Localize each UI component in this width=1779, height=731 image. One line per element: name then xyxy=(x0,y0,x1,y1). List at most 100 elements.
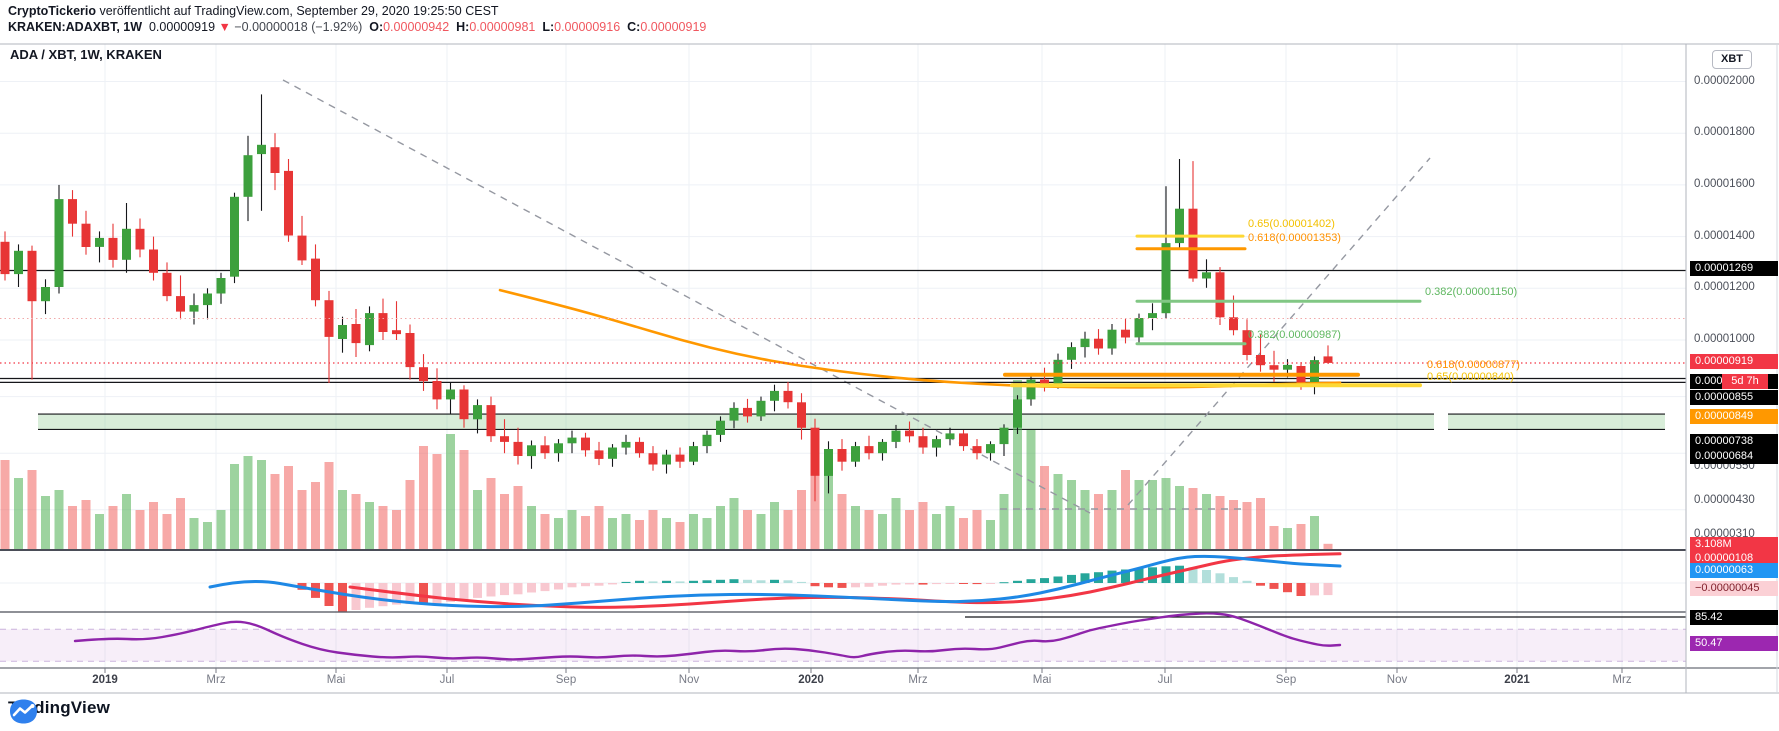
macd-histogram-bar xyxy=(878,583,887,586)
macd-histogram-bar xyxy=(554,583,563,590)
price-label-macd-hist-value: −0.00000045 xyxy=(1690,580,1778,596)
candle-body xyxy=(554,443,563,454)
candle-body xyxy=(81,223,91,247)
candle-body xyxy=(216,278,226,294)
attribution-bar: TradingView xyxy=(8,698,110,724)
volume-bar xyxy=(608,518,617,550)
candle-body xyxy=(149,249,158,273)
candle-body xyxy=(162,272,172,297)
macd-histogram-bar xyxy=(540,583,550,592)
volume-bar xyxy=(1121,470,1130,550)
time-axis-label[interactable]: Mai xyxy=(1032,674,1052,686)
fib-label: 0.382(0.00001150) xyxy=(1425,286,1518,298)
time-axis-label[interactable]: Mrz xyxy=(908,674,928,686)
candle-body xyxy=(378,313,388,332)
time-axis-label[interactable]: 2020 xyxy=(798,674,824,686)
macd-histogram-bar xyxy=(513,583,523,595)
volume-bar xyxy=(1269,526,1279,550)
open-label: O: xyxy=(369,20,384,34)
time-axis-label[interactable]: Mrz xyxy=(206,674,226,686)
time-axis-label[interactable]: Nov xyxy=(1386,674,1408,686)
macd-histogram-bar xyxy=(1188,567,1198,583)
volume-bar xyxy=(324,462,334,550)
macd-line xyxy=(208,554,1342,609)
volume-bar xyxy=(1323,543,1333,550)
volume-bar xyxy=(1229,500,1238,550)
macd-histogram-bar xyxy=(648,581,658,583)
candle-body xyxy=(473,405,482,420)
price-axis-tick[interactable]: 0.00000430 xyxy=(1694,494,1755,506)
volume-bar xyxy=(594,506,604,550)
price-label-ma-value: 0.00000849 xyxy=(1690,408,1778,424)
chart-legend[interactable]: ADA / XBT, 1W, KRAKEN xyxy=(10,47,162,62)
macd-histogram-bar xyxy=(1134,568,1144,583)
macd-histogram-bar xyxy=(1067,574,1076,583)
macd-histogram-bar xyxy=(716,579,725,583)
macd-histogram-bar xyxy=(662,580,671,583)
time-axis-label[interactable]: 2021 xyxy=(1504,674,1530,686)
volume-bar xyxy=(1067,480,1076,550)
volume-bar xyxy=(176,498,185,550)
macd-histogram-bar xyxy=(1310,583,1319,596)
symbol-name[interactable]: KRAKEN:ADAXBT, 1W xyxy=(8,20,143,34)
volume-bar xyxy=(743,510,752,550)
volume-bar xyxy=(621,514,631,550)
price-label-macd-line-value: 0.00000063 xyxy=(1690,562,1778,578)
price-axis-tick[interactable]: 0.00002000 xyxy=(1694,75,1755,87)
time-axis-label[interactable]: Mrz xyxy=(1612,674,1632,686)
candle-body xyxy=(284,170,293,236)
price-axis-tick[interactable]: 0.00001800 xyxy=(1694,126,1755,138)
macd-histogram-bar xyxy=(1013,580,1022,583)
candle-body xyxy=(1256,355,1265,366)
candle-body xyxy=(108,237,118,260)
macd-histogram-bar xyxy=(1080,573,1090,583)
macd-histogram-bar xyxy=(1202,570,1211,583)
volume-bar xyxy=(297,490,307,550)
volume-bar xyxy=(702,518,712,550)
volume-bar xyxy=(284,466,293,550)
low-value: 0.00000916 xyxy=(554,20,621,34)
price-axis-tick[interactable]: 0.00001000 xyxy=(1694,333,1755,345)
macd-histogram-bar xyxy=(378,583,388,607)
macd-histogram-bar xyxy=(486,583,496,597)
candle-body xyxy=(729,407,739,421)
time-axis-label[interactable]: Nov xyxy=(678,674,700,686)
volume-bar xyxy=(203,522,212,550)
candle-body xyxy=(675,454,685,462)
candle-body xyxy=(905,430,914,437)
time-axis-label[interactable]: Mai xyxy=(326,674,346,686)
candle-body xyxy=(918,436,928,448)
open-value: 0.00000942 xyxy=(383,20,450,34)
volume-bar xyxy=(230,464,239,550)
time-axis-label[interactable]: Jul xyxy=(1157,674,1173,686)
time-axis-label[interactable]: Sep xyxy=(1275,674,1297,686)
time-axis-label[interactable]: Jul xyxy=(439,674,455,686)
candle-body xyxy=(1188,208,1198,279)
candle-body xyxy=(1283,364,1292,370)
price-axis-unit-button[interactable]: XBT xyxy=(1712,50,1752,69)
volume-bar xyxy=(405,480,415,550)
candle-body xyxy=(54,199,64,287)
volume-bar xyxy=(878,514,887,550)
macd-histogram-bar xyxy=(1256,583,1265,586)
candle-body xyxy=(1269,365,1279,370)
candle-body xyxy=(500,436,509,442)
volume-bar xyxy=(68,506,77,550)
macd-histogram-bar xyxy=(432,583,442,605)
candle-body xyxy=(189,305,199,312)
macd-histogram-bar xyxy=(338,583,347,612)
candle-body xyxy=(932,439,941,448)
time-axis-label[interactable]: Sep xyxy=(555,674,577,686)
volume-bar xyxy=(446,434,455,550)
candle-body xyxy=(135,228,145,250)
price-axis-tick[interactable]: 0.00001400 xyxy=(1694,230,1755,242)
tradingview-logo-icon[interactable] xyxy=(8,698,39,725)
volume-bar xyxy=(311,482,320,550)
candle-body xyxy=(1242,330,1252,355)
price-axis-tick[interactable]: 0.00001200 xyxy=(1694,281,1755,293)
time-axis-label[interactable]: 2019 xyxy=(92,674,118,686)
candle-body xyxy=(338,325,347,339)
candle-body xyxy=(824,449,833,476)
price-axis-tick[interactable]: 0.00001600 xyxy=(1694,178,1755,190)
